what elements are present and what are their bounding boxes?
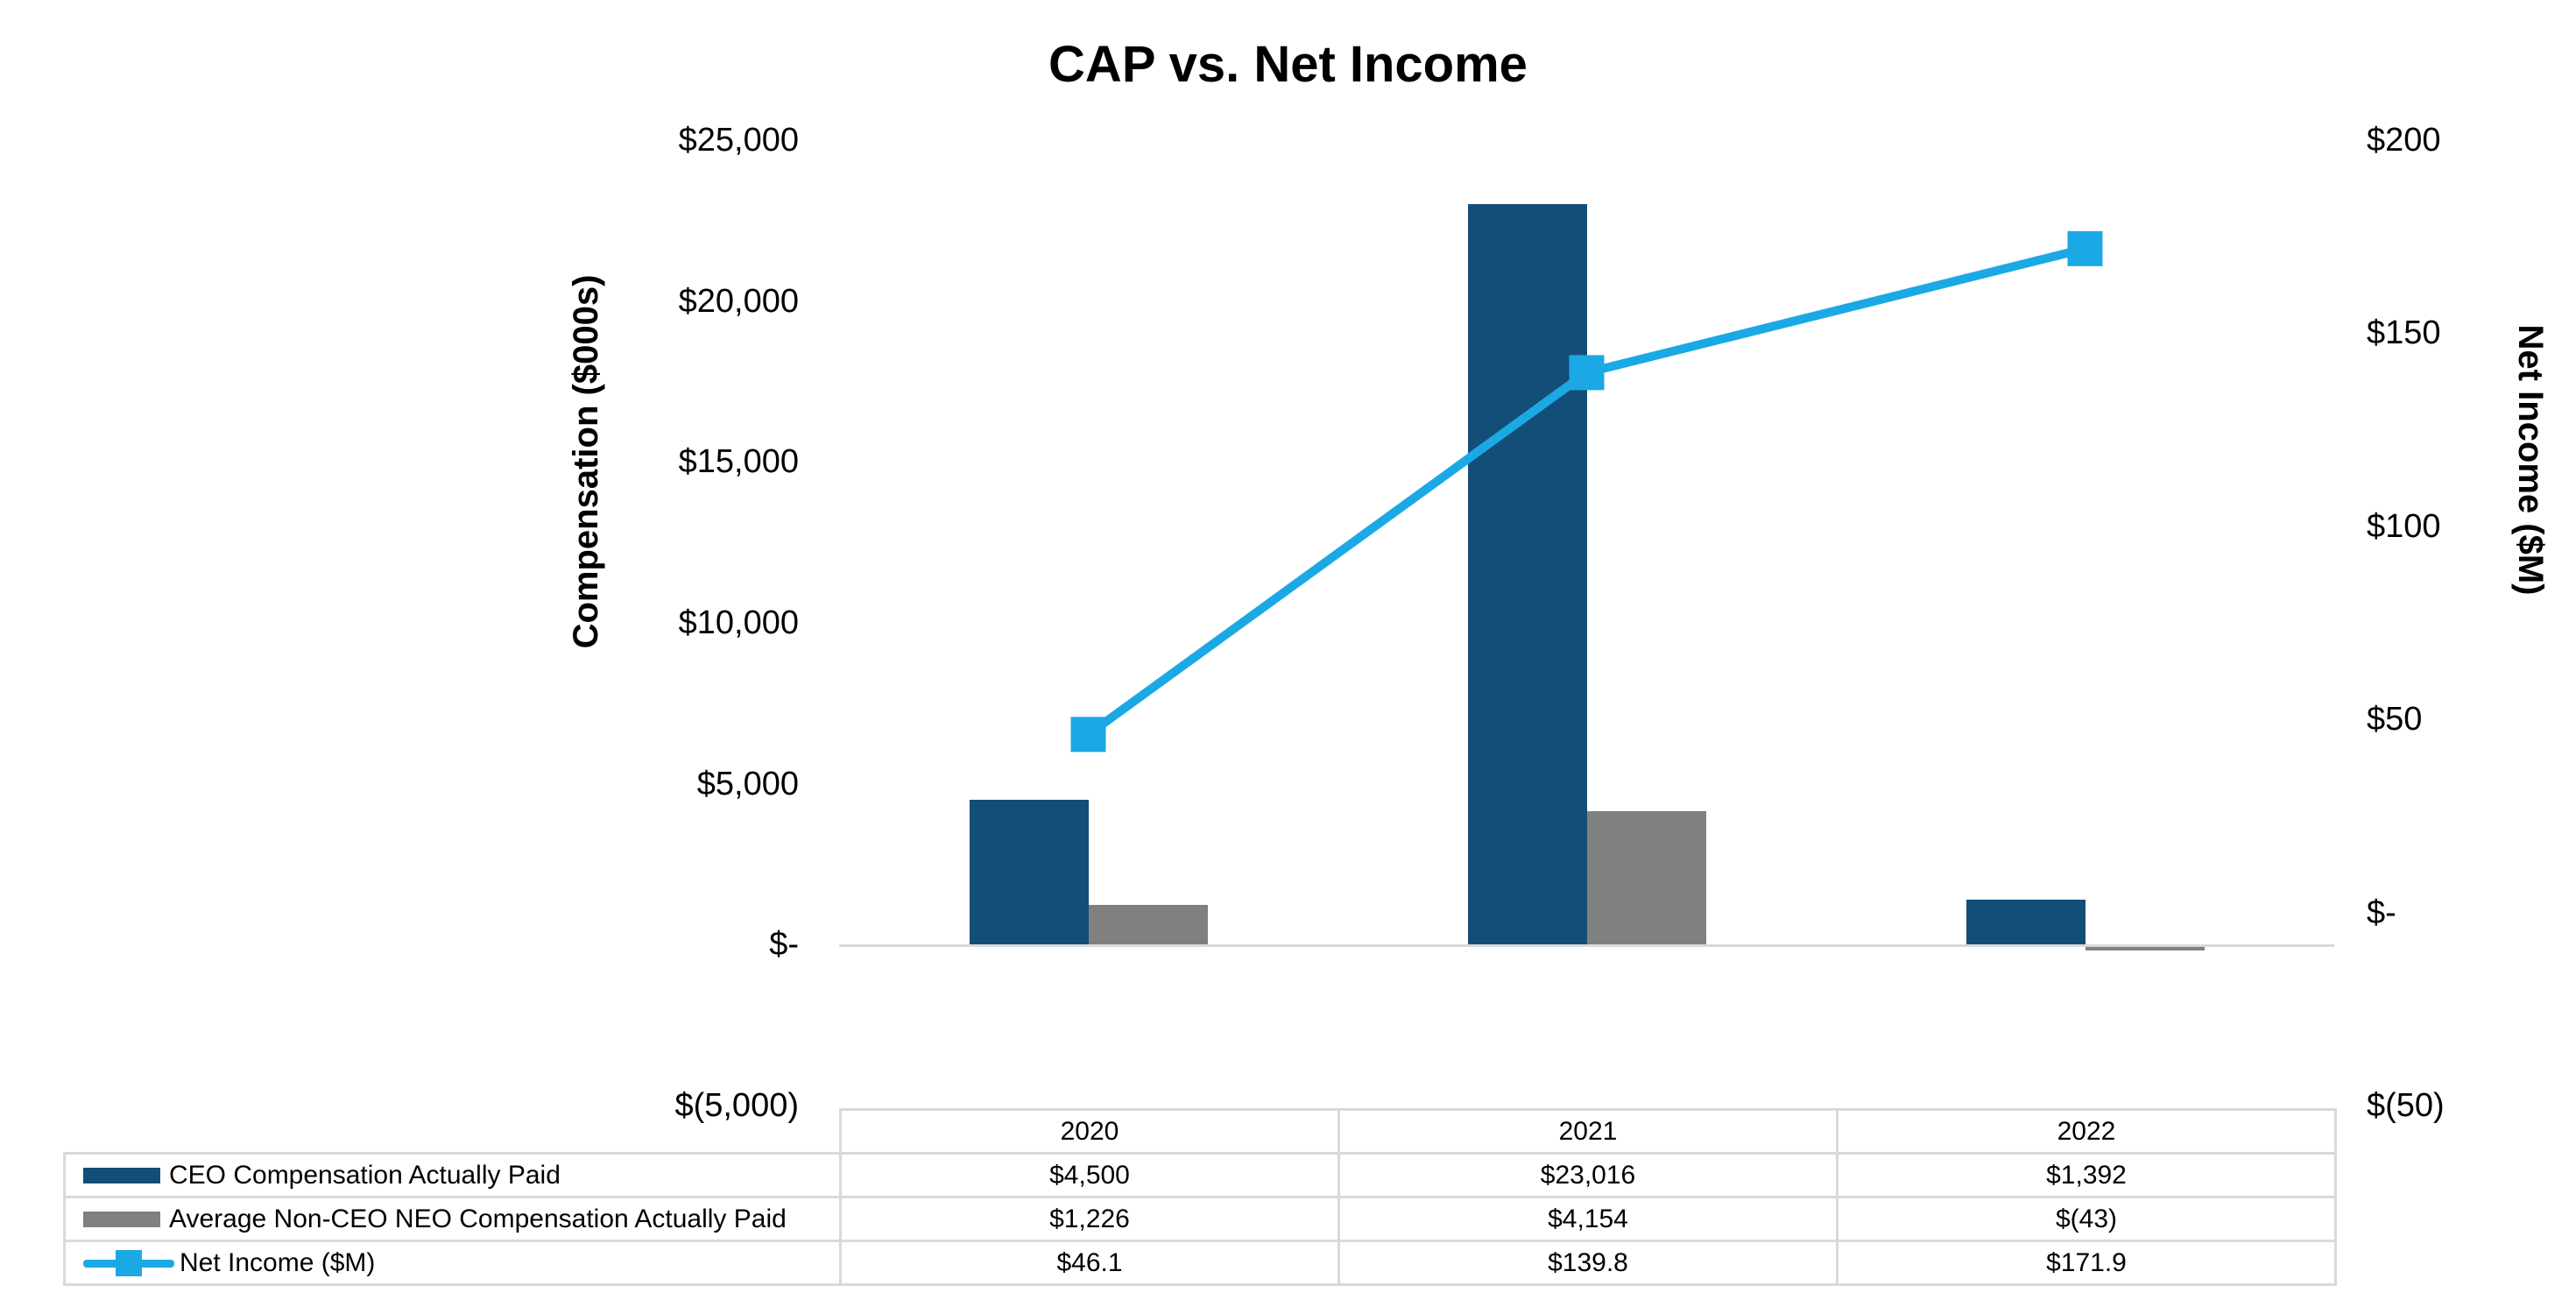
table-row: Average Non-CEO NEO Compensation Actuall… xyxy=(63,1196,2337,1242)
left-axis-tick-label: $10,000 xyxy=(678,604,799,641)
net-income-marker-2021 xyxy=(1569,355,1605,391)
legend-cell: Average Non-CEO NEO Compensation Actuall… xyxy=(63,1196,842,1242)
table-row: CEO Compensation Actually Paid $4,500 $23,… xyxy=(63,1152,2337,1198)
right-axis-tick-label: $150 xyxy=(2367,314,2441,352)
table-value-cell: $46.1 xyxy=(839,1240,1340,1286)
right-axis-tick-label: $(50) xyxy=(2367,1087,2445,1124)
legend-entry: CEO Compensation Actually Paid xyxy=(66,1161,839,1190)
right-axis-tick-label: $200 xyxy=(2367,122,2441,159)
table-value-cell: $171.9 xyxy=(1836,1240,2337,1286)
right-axis-tick-label: $- xyxy=(2367,894,2396,931)
left-axis-tick-label: $25,000 xyxy=(678,122,799,159)
ceo-compensation-legend-swatch xyxy=(83,1167,160,1183)
bar-avg-neo-compensation-2022 xyxy=(2085,947,2205,951)
avg-neo-compensation-legend-swatch xyxy=(83,1211,160,1227)
table-row: Net Income ($M) $46.1 $139.8 $171.9 xyxy=(63,1240,2337,1286)
legend-label: Net Income ($M) xyxy=(180,1247,376,1277)
legend-entry: Average Non-CEO NEO Compensation Actuall… xyxy=(66,1205,839,1234)
net-income-marker-2020 xyxy=(1070,717,1106,752)
left-axis-tick-label: $15,000 xyxy=(678,443,799,481)
legend-cell: Net Income ($M) xyxy=(63,1240,842,1286)
table-header-row: 2020 2021 2022 xyxy=(65,1108,2337,1155)
right-axis-tick-label: $100 xyxy=(2367,507,2441,545)
left-axis-tick-label: $(5,000) xyxy=(674,1087,799,1124)
net-income-marker-2022 xyxy=(2067,230,2103,266)
legend-entry: Net Income ($M) xyxy=(66,1248,839,1278)
bar-ceo-compensation-2021 xyxy=(1467,203,1587,945)
legend-marker-icon xyxy=(116,1249,142,1276)
left-axis-tick-label: $- xyxy=(769,926,799,964)
legend-label: CEO Compensation Actually Paid xyxy=(169,1160,561,1190)
table-value-cell: $1,226 xyxy=(839,1196,1340,1242)
right-axis-tick-label: $50 xyxy=(2367,701,2423,738)
table-value-cell: $4,500 xyxy=(839,1152,1340,1198)
bar-ceo-compensation-2022 xyxy=(1966,900,2086,945)
bar-ceo-compensation-2020 xyxy=(969,800,1089,945)
bar-avg-neo-compensation-2021 xyxy=(1586,810,1706,945)
table-value-cell: $1,392 xyxy=(1836,1152,2337,1198)
table-value-cell: $23,016 xyxy=(1337,1152,1838,1198)
table-corner-cell xyxy=(65,1110,841,1154)
table-value-cell: $4,154 xyxy=(1337,1196,1838,1242)
chart-title: CAP vs. Net Income xyxy=(1048,36,1528,93)
left-axis-tick-label: $20,000 xyxy=(678,282,799,320)
data-table: 2020 2021 2022 CEO Compensation Actually Pa… xyxy=(63,1108,2337,1286)
left-axis-tick-label: $5,000 xyxy=(696,765,799,802)
table-value-cell: $139.8 xyxy=(1337,1240,1838,1286)
year-header-cell: 2022 xyxy=(1836,1108,2337,1155)
legend-label: Average Non-CEO NEO Compensation Actuall… xyxy=(169,1204,787,1233)
category-axis-baseline xyxy=(839,944,2334,948)
net-income-line xyxy=(1085,244,2086,738)
year-header-cell: 2021 xyxy=(1337,1108,1838,1155)
year-header-cell: 2020 xyxy=(839,1108,1340,1155)
bar-avg-neo-compensation-2020 xyxy=(1088,905,1208,945)
table-value-cell: $(43) xyxy=(1836,1196,2337,1242)
net-income-legend-swatch xyxy=(83,1249,174,1277)
legend-cell: CEO Compensation Actually Paid xyxy=(63,1152,842,1198)
